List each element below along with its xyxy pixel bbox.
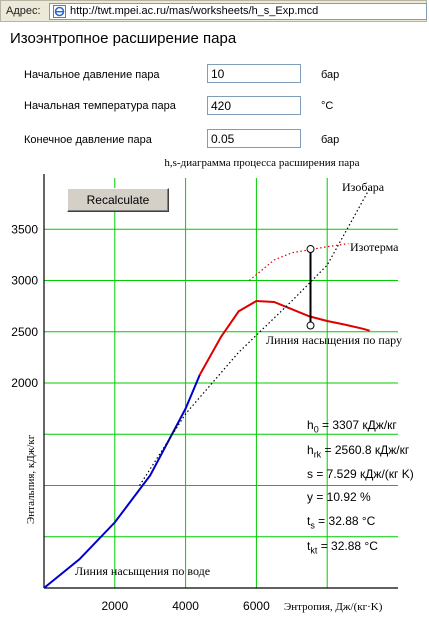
address-url[interactable]: http://twt.mpei.ac.ru/mas/worksheets/h_s… <box>70 5 319 17</box>
y-tick-label: 2000 <box>11 376 38 390</box>
label-isotherm: Изотерма <box>350 240 399 254</box>
x-axis-label: Энтропия, Дж/(кг·K) <box>284 601 383 613</box>
label-water-saturation: Линия насыщения по воде <box>75 564 210 578</box>
chart-ticks: 2000 4000 6000 2000 2500 3000 3500 <box>11 222 270 613</box>
y-tick-label: 3500 <box>11 222 38 236</box>
x-tick-label: 6000 <box>243 599 270 613</box>
t1-input[interactable] <box>207 96 301 115</box>
t1-label: Начальная температура пара <box>24 100 176 112</box>
address-label: Адрес: <box>6 5 41 17</box>
address-input[interactable]: http://twt.mpei.ac.ru/mas/worksheets/h_s… <box>49 3 427 20</box>
label-isobar: Изобара <box>342 180 385 194</box>
result-tkt: tkt = 32.88 °C <box>307 539 378 556</box>
x-tick-label: 2000 <box>101 599 128 613</box>
process-start-point <box>306 245 315 254</box>
label-vapor-saturation: Линия насыщения по пару <box>266 333 402 347</box>
result-h0: h0 = 3307 кДж/кг <box>307 418 397 435</box>
p2-unit: бар <box>321 134 340 146</box>
result-ts: ts = 32.88 °C <box>307 514 376 531</box>
chart-axes <box>43 174 398 589</box>
y-tick-label: 2500 <box>11 325 38 339</box>
address-bar: Адрес: http://twt.mpei.ac.ru/mas/workshe… <box>0 0 427 22</box>
page-title: Изоэнтропное расширение пара <box>10 30 237 47</box>
p1-label: Начальное давление пара <box>24 69 160 81</box>
vapor-saturation-line <box>198 299 370 376</box>
y-tick-label: 3000 <box>11 274 38 288</box>
x-tick-label: 4000 <box>172 599 199 613</box>
chart-grid <box>44 178 398 588</box>
ie-page-icon <box>53 5 66 18</box>
p2-input[interactable] <box>207 129 301 148</box>
p2-label: Конечное давление пара <box>24 134 152 146</box>
p1-unit: бар <box>321 69 340 81</box>
result-y: y = 10.92 % <box>307 490 371 504</box>
t1-unit: °C <box>321 100 334 112</box>
recalculate-button[interactable]: Recalculate <box>67 188 169 212</box>
isobar-line <box>139 188 371 486</box>
isotherm-line <box>248 243 349 281</box>
p1-input[interactable] <box>207 64 301 83</box>
result-hrk: hrk = 2560.8 кДж/кг <box>307 443 410 460</box>
water-saturation-line <box>43 374 201 589</box>
chart-title: h,s-диаграмма процесса расширения пара <box>164 157 359 169</box>
chart-series <box>43 188 371 589</box>
process-end-point <box>306 321 315 330</box>
result-s: s = 7.529 кДж/(кг K) <box>307 467 414 481</box>
y-axis-label: Энтальпия, кДж/кг <box>25 434 37 524</box>
